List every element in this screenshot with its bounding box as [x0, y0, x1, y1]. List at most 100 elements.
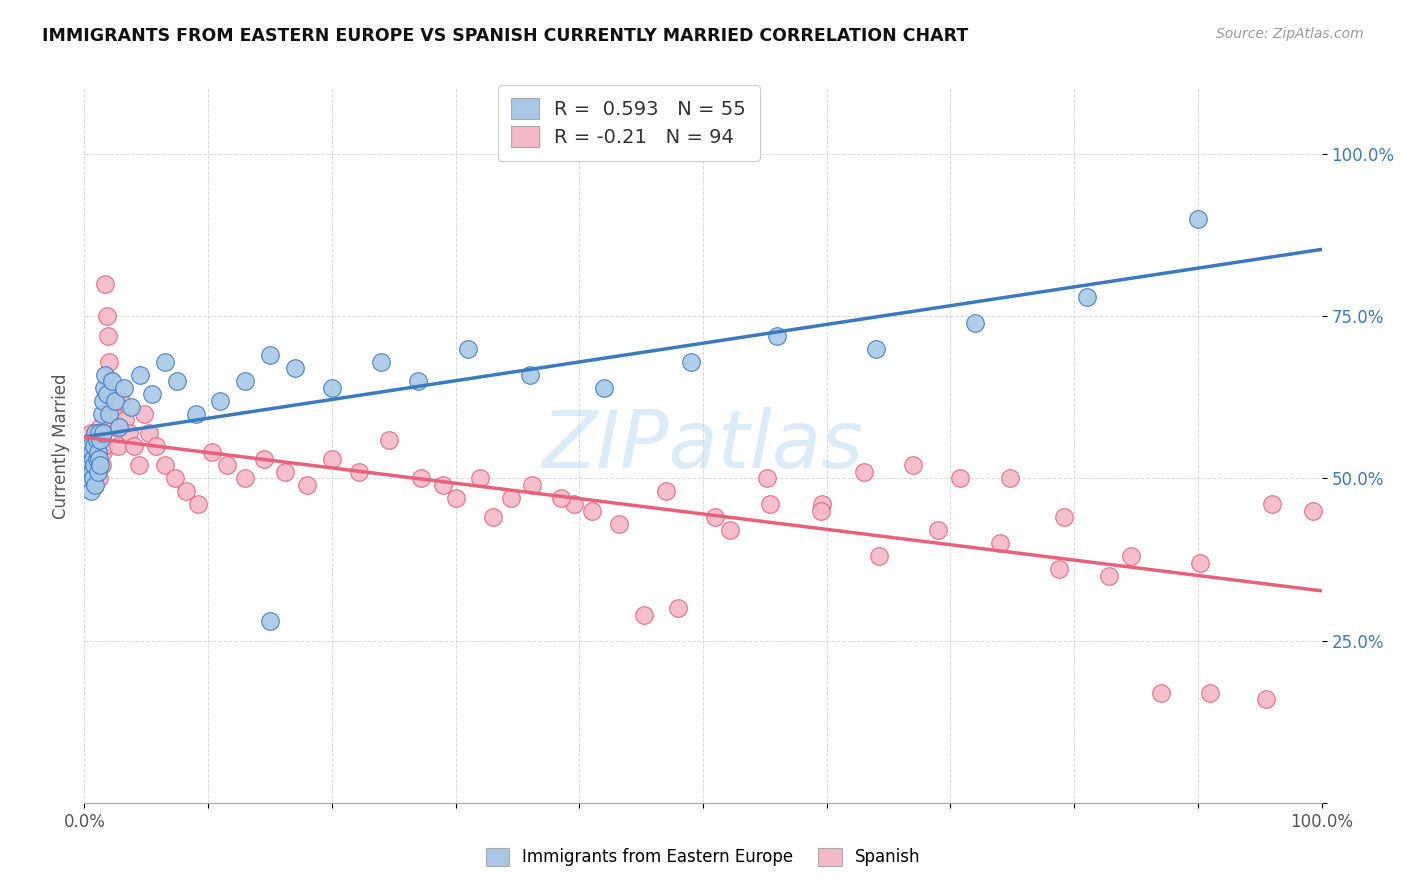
Point	[89, 433, 111, 447]
Point	[409, 471, 432, 485]
Point	[1187, 211, 1209, 226]
Point	[110, 393, 132, 408]
Point	[101, 407, 124, 421]
Y-axis label: Currently Married: Currently Married	[52, 373, 70, 519]
Point	[852, 465, 875, 479]
Point	[481, 510, 503, 524]
Point	[132, 407, 155, 421]
Point	[87, 445, 110, 459]
Point	[201, 445, 224, 459]
Point	[444, 491, 467, 505]
Point	[810, 497, 832, 511]
Point	[988, 536, 1011, 550]
Point	[86, 433, 108, 447]
Point	[89, 433, 111, 447]
Point	[90, 433, 112, 447]
Point	[82, 452, 104, 467]
Point	[259, 348, 281, 362]
Point	[1076, 290, 1098, 304]
Point	[1254, 692, 1277, 706]
Text: Source: ZipAtlas.com: Source: ZipAtlas.com	[1216, 27, 1364, 41]
Point	[104, 419, 127, 434]
Point	[321, 381, 343, 395]
Point	[84, 478, 107, 492]
Point	[868, 549, 890, 564]
Point	[903, 458, 925, 473]
Point	[927, 524, 949, 538]
Point	[82, 471, 104, 485]
Point	[89, 445, 111, 459]
Point	[998, 471, 1021, 485]
Point	[1261, 497, 1284, 511]
Point	[84, 425, 107, 440]
Point	[233, 374, 256, 388]
Text: ZIPatlas: ZIPatlas	[541, 407, 865, 485]
Point	[90, 458, 112, 473]
Point	[470, 471, 492, 485]
Point	[82, 445, 104, 459]
Point	[87, 445, 110, 459]
Point	[253, 452, 276, 467]
Point	[377, 433, 399, 447]
Point	[810, 504, 832, 518]
Point	[79, 439, 101, 453]
Point	[79, 439, 101, 453]
Point	[949, 471, 972, 485]
Point	[82, 471, 104, 485]
Point	[163, 471, 186, 485]
Point	[679, 354, 702, 368]
Legend: Immigrants from Eastern Europe, Spanish: Immigrants from Eastern Europe, Spanish	[477, 839, 929, 875]
Point	[370, 354, 392, 368]
Point	[174, 484, 197, 499]
Point	[87, 458, 110, 473]
Point	[76, 458, 98, 473]
Point	[550, 491, 572, 505]
Point	[108, 419, 131, 434]
Point	[347, 465, 370, 479]
Point	[432, 478, 454, 492]
Point	[215, 458, 238, 473]
Point	[89, 419, 111, 434]
Point	[86, 452, 108, 467]
Point	[86, 439, 108, 453]
Point	[83, 458, 105, 473]
Text: IMMIGRANTS FROM EASTERN EUROPE VS SPANISH CURRENTLY MARRIED CORRELATION CHART: IMMIGRANTS FROM EASTERN EUROPE VS SPANIS…	[42, 27, 969, 45]
Point	[83, 458, 105, 473]
Point	[1189, 556, 1212, 570]
Point	[80, 445, 103, 459]
Point	[100, 374, 122, 388]
Point	[80, 458, 103, 473]
Point	[209, 393, 232, 408]
Point	[153, 458, 176, 473]
Point	[1302, 504, 1324, 518]
Point	[91, 425, 114, 440]
Point	[90, 407, 112, 421]
Point	[79, 471, 101, 485]
Point	[98, 374, 121, 388]
Point	[321, 452, 343, 467]
Point	[633, 607, 655, 622]
Point	[97, 328, 120, 343]
Point	[457, 342, 479, 356]
Point	[83, 439, 105, 453]
Point	[79, 425, 101, 440]
Point	[77, 471, 100, 485]
Point	[759, 497, 782, 511]
Point	[79, 452, 101, 467]
Point	[1053, 510, 1076, 524]
Point	[79, 484, 101, 499]
Point	[89, 425, 111, 440]
Point	[98, 407, 121, 421]
Point	[865, 342, 887, 356]
Point	[145, 439, 167, 453]
Point	[129, 368, 152, 382]
Point	[233, 471, 256, 485]
Point	[562, 497, 585, 511]
Point	[80, 433, 103, 447]
Point	[120, 400, 142, 414]
Point	[593, 381, 616, 395]
Point	[187, 497, 209, 511]
Point	[704, 510, 727, 524]
Point	[89, 471, 111, 485]
Point	[91, 393, 114, 408]
